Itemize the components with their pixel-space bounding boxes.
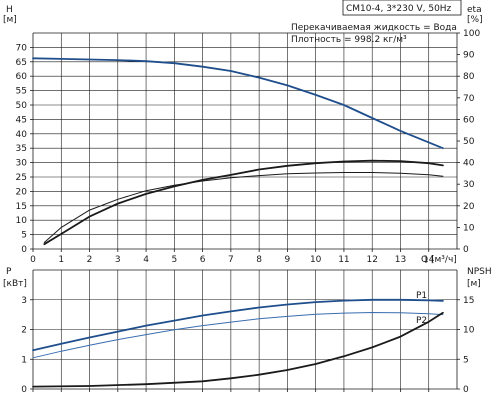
left-tick-label: 60 xyxy=(16,72,28,82)
chart-title: CM10-4, 3*230 V, 50Hz xyxy=(346,4,452,14)
left-tick-label: 65 xyxy=(16,58,27,68)
right-tick-label: 80 xyxy=(463,72,475,82)
right-tick-label: 70 xyxy=(463,94,475,104)
p2-power-curve xyxy=(32,312,444,359)
left-tick-label: 40 xyxy=(16,130,28,140)
npsh-axis-label: NPSH xyxy=(467,267,492,277)
right-tick-label: 20 xyxy=(463,202,475,212)
x-tick-label: 10 xyxy=(310,255,322,265)
left-tick-label: 2 xyxy=(21,326,27,336)
x-tick-label: 0 xyxy=(30,255,36,265)
left-tick-label: 15 xyxy=(16,202,27,212)
left-tick-label: 55 xyxy=(16,87,27,97)
left-tick-label: 70 xyxy=(16,43,28,53)
x-tick-label: 2 xyxy=(87,255,93,265)
npsh-axis-unit: [м] xyxy=(467,279,481,289)
left-tick-label: 20 xyxy=(16,187,28,197)
power-axis-unit: [кВт] xyxy=(3,279,27,289)
x-tick-label: 1 xyxy=(58,255,64,265)
left-tick-label: 30 xyxy=(16,159,28,169)
head-panel-axes: 0510152025303540455055606570010203040506… xyxy=(16,29,481,265)
power-panel-grid xyxy=(33,270,457,389)
x-tick-label: 7 xyxy=(228,255,234,265)
head-efficiency-panel: 0510152025303540455055606570010203040506… xyxy=(3,0,483,265)
left-tick-label: 50 xyxy=(16,101,28,111)
right-tick-label: 100 xyxy=(463,29,480,39)
efficiency-curve-thin xyxy=(43,172,444,243)
eta-axis-label: eta xyxy=(467,5,482,15)
density-annotation: Плотность = 998.2 кг/м³ xyxy=(291,35,407,45)
x-tick-label: 11 xyxy=(338,255,349,265)
right-tick-label: 10 xyxy=(463,326,475,336)
left-tick-label: 10 xyxy=(16,216,28,226)
p2-label: P2 xyxy=(416,316,427,326)
right-tick-label: 0 xyxy=(463,385,469,395)
right-tick-label: 40 xyxy=(463,159,475,169)
head-axis-unit: [м] xyxy=(3,15,17,25)
right-tick-label: 30 xyxy=(463,180,475,190)
power-npsh-panel: 0 1 2 3 0 5 10 15 P [кВт] NPSH [м] P1 P2 xyxy=(3,267,492,395)
right-tick-label: 5 xyxy=(463,355,469,365)
x-tick-label: 14 xyxy=(423,255,435,265)
power-panel-series xyxy=(32,298,444,388)
right-tick-label: 10 xyxy=(463,223,475,233)
right-tick-label: 90 xyxy=(463,51,475,61)
left-tick-label: 25 xyxy=(16,173,27,183)
head-curve xyxy=(32,57,444,150)
right-tick-label: 15 xyxy=(463,296,474,306)
x-tick-label: 13 xyxy=(395,255,406,265)
left-tick-label: 5 xyxy=(21,231,27,241)
left-tick-label: 45 xyxy=(16,115,27,125)
right-tick-label: 60 xyxy=(463,115,475,125)
p1-label: P1 xyxy=(416,291,427,301)
chart-title-box xyxy=(342,0,462,16)
npsh-curve xyxy=(32,311,444,388)
p1-power-curve xyxy=(32,298,444,352)
head-panel-series xyxy=(32,57,444,246)
x-tick-label: 4 xyxy=(143,255,149,265)
x-tick-label: 6 xyxy=(200,255,206,265)
power-axis-label: P xyxy=(6,267,12,277)
eta-axis-unit: [%] xyxy=(467,15,483,25)
left-tick-label: 0 xyxy=(21,385,27,395)
left-tick-label: 1 xyxy=(21,355,27,365)
right-tick-label: 50 xyxy=(463,137,475,147)
left-tick-label: 0 xyxy=(21,245,27,255)
power-panel-axes: 0 1 2 3 0 5 10 15 xyxy=(21,269,475,395)
left-tick-label: 35 xyxy=(16,144,27,154)
fluid-annotation: Перекачиваемая жидкость = Вода xyxy=(291,23,457,33)
right-tick-label: 0 xyxy=(463,245,469,255)
x-tick-label: 3 xyxy=(115,255,121,265)
left-tick-label: 3 xyxy=(21,296,27,306)
head-axis-label: H xyxy=(6,5,13,15)
flow-axis-unit: [м³/ч] xyxy=(431,255,457,265)
x-tick-label: 12 xyxy=(366,255,377,265)
head-panel-grid xyxy=(33,33,457,249)
efficiency-curve-bold xyxy=(43,159,444,246)
x-tick-label: 8 xyxy=(256,255,262,265)
flow-axis-label: Q xyxy=(421,255,428,265)
x-tick-label: 5 xyxy=(171,255,177,265)
x-tick-label: 9 xyxy=(285,255,291,265)
